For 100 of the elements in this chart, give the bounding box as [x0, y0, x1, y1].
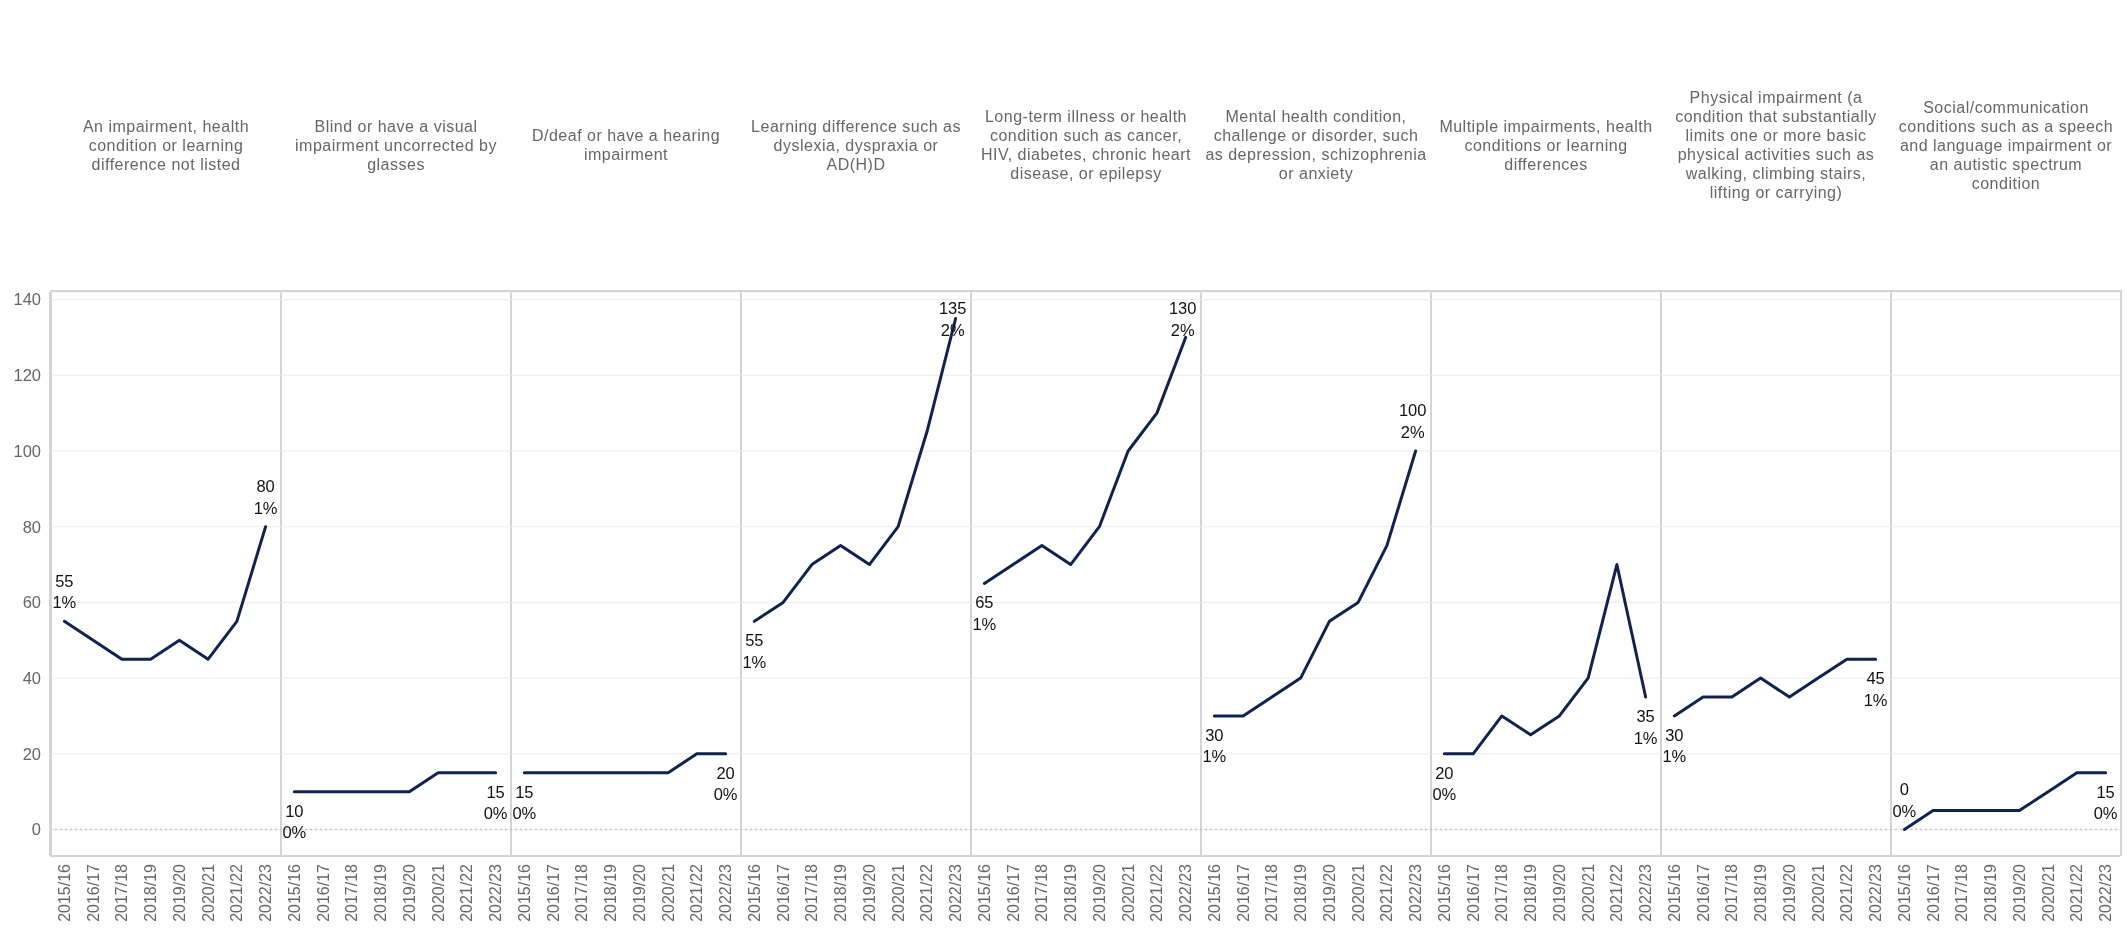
x-tick-label: 2022/23 — [1867, 863, 1885, 922]
x-tick-label: 2017/18 — [113, 863, 131, 922]
x-tick-label: 2022/23 — [487, 863, 505, 922]
x-tick-label: 2018/19 — [1292, 863, 1310, 922]
x-tick-label: 2019/20 — [1550, 863, 1568, 922]
x-tick-label: 2021/22 — [688, 863, 706, 922]
data-label: 15 0% — [512, 782, 537, 823]
x-tick-label: 2018/19 — [832, 863, 850, 922]
data-label: 55 1% — [52, 571, 77, 612]
x-tick-label: 2019/20 — [2010, 863, 2028, 922]
x-tick-label: 2016/17 — [1234, 863, 1252, 922]
data-label: 30 1% — [1662, 725, 1687, 766]
x-tick-label: 2019/20 — [1320, 863, 1338, 922]
chart-title: Mental health condition, challenge or disorder, such as depression, schizophrenia or anxiety — [1204, 107, 1428, 183]
x-tick-label: 2017/18 — [803, 863, 821, 922]
data-label: 80 1% — [253, 477, 278, 517]
x-tick-label: 2015/16 — [1435, 863, 1453, 922]
chart-title: Multiple impairments, health conditions or learning differences — [1438, 116, 1654, 174]
x-tick-label: 2016/17 — [1464, 863, 1482, 922]
x-tick-label: 2021/22 — [458, 863, 476, 922]
x-tick-label: 2022/23 — [717, 863, 735, 922]
chart-title: Social/communication conditions such as a speech and language impairment or an autistic spectrum condition — [1897, 97, 2115, 193]
x-tick-label: 2021/22 — [1838, 863, 1856, 922]
x-tick-label: 2017/18 — [1493, 863, 1511, 922]
x-tick-label: 2021/22 — [918, 863, 936, 922]
x-tick-label: 2017/18 — [1263, 863, 1281, 922]
x-tick-label: 2018/19 — [1752, 863, 1770, 922]
chart-title: Blind or have a visual impairment uncorrected by glasses — [294, 116, 498, 174]
x-tick-label: 2020/21 — [429, 863, 447, 922]
data-label: 20 0% — [1432, 763, 1457, 804]
x-tick-label: 2018/19 — [372, 863, 390, 922]
x-tick-label: 2020/21 — [1579, 863, 1597, 922]
x-tick-label: 2019/20 — [1090, 863, 1108, 922]
data-label: 45 1% — [1863, 669, 1888, 709]
data-label: 20 0% — [713, 763, 738, 804]
x-tick-label: 2020/21 — [1809, 863, 1827, 922]
data-label: 55 1% — [742, 631, 767, 671]
chart-title: Long-term illness or health condition such as cancer, HIV, diabetes, chronic heart disease, or epilepsy — [980, 107, 1192, 183]
x-tick-label: 2020/21 — [199, 863, 217, 922]
y-tick-label: 60 — [22, 593, 41, 612]
chart-title: An impairment, health condition or learning difference not listed — [81, 116, 251, 174]
x-tick-label: 2018/19 — [602, 863, 620, 922]
x-tick-label: 2016/17 — [314, 863, 332, 922]
data-label: 0 0% — [1892, 780, 1917, 820]
data-label: 15 0% — [2093, 782, 2118, 823]
x-tick-label: 2021/22 — [1378, 863, 1396, 922]
x-tick-label: 2016/17 — [774, 863, 792, 922]
y-tick-label: 140 — [13, 290, 41, 309]
x-tick-label: 2019/20 — [400, 863, 418, 922]
data-label: 65 1% — [972, 593, 997, 633]
x-tick-label: 2016/17 — [1924, 863, 1942, 922]
x-tick-label: 2020/21 — [2039, 863, 2057, 922]
x-tick-label: 2015/16 — [745, 863, 763, 922]
data-label: 15 0% — [483, 782, 508, 823]
data-label: 30 1% — [1202, 725, 1227, 766]
x-tick-label: 2022/23 — [2097, 863, 2115, 922]
x-tick-label: 2015/16 — [975, 863, 993, 922]
data-label: 10 0% — [282, 801, 307, 842]
x-tick-label: 2019/20 — [630, 863, 648, 922]
x-tick-label: 2018/19 — [142, 863, 160, 922]
x-tick-label: 2018/19 — [1062, 863, 1080, 922]
x-tick-label: 2022/23 — [1177, 863, 1195, 922]
x-tick-label: 2021/22 — [1608, 863, 1626, 922]
x-tick-label: 2019/20 — [860, 863, 878, 922]
x-tick-label: 2022/23 — [1637, 863, 1655, 922]
x-tick-label: 2021/22 — [2068, 863, 2086, 922]
y-tick-label: 0 — [31, 820, 41, 839]
x-tick-label: 2015/16 — [285, 863, 303, 922]
x-tick-label: 2021/22 — [1148, 863, 1166, 922]
x-tick-label: 2016/17 — [1004, 863, 1022, 922]
x-tick-label: 2015/16 — [1205, 863, 1223, 922]
chart-title: Physical impairment (a condition that substantially limits one or more basic physical activities such as walking, climbing stairs, lifting or carrying) — [1674, 88, 1878, 202]
x-tick-label: 2017/18 — [573, 863, 591, 922]
x-tick-label: 2015/16 — [515, 863, 533, 922]
y-tick-label: 100 — [13, 441, 41, 460]
x-tick-label: 2019/20 — [170, 863, 188, 922]
chart-title: Learning difference such as dyslexia, dyspraxia or AD(H)D — [750, 116, 962, 174]
x-tick-label: 2020/21 — [1119, 863, 1137, 922]
x-tick-label: 2022/23 — [947, 863, 965, 922]
x-tick-label: 2019/20 — [1780, 863, 1798, 922]
x-tick-label: 2016/17 — [84, 863, 102, 922]
y-tick-label: 120 — [13, 366, 41, 385]
y-tick-label: 80 — [22, 517, 41, 536]
x-tick-label: 2017/18 — [1953, 863, 1971, 922]
data-label: 130 2% — [1168, 299, 1197, 339]
data-label: 35 1% — [1633, 707, 1658, 747]
y-tick-label: 20 — [22, 744, 41, 763]
x-tick-label: 2017/18 — [343, 863, 361, 922]
x-tick-label: 2022/23 — [1407, 863, 1425, 922]
y-tick-label: 40 — [22, 668, 41, 687]
x-tick-label: 2020/21 — [1349, 863, 1367, 922]
x-tick-label: 2020/21 — [659, 863, 677, 922]
x-tick-label: 2015/16 — [55, 863, 73, 922]
x-tick-label: 2016/17 — [1694, 863, 1712, 922]
x-tick-label: 2017/18 — [1723, 863, 1741, 922]
x-tick-label: 2015/16 — [1665, 863, 1683, 922]
x-tick-label: 2022/23 — [257, 863, 275, 922]
data-label: 100 2% — [1398, 401, 1427, 441]
x-tick-label: 2020/21 — [889, 863, 907, 922]
x-tick-label: 2018/19 — [1982, 863, 2000, 922]
